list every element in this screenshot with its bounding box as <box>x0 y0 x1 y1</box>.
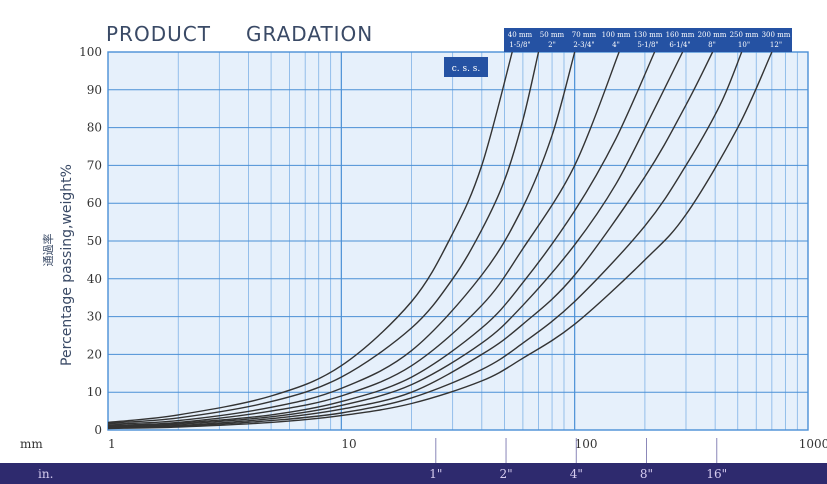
css-label: c. s. s. <box>452 64 481 74</box>
curve-label-mm: 130 mm <box>634 31 663 39</box>
x-tick-label: 1000 <box>799 437 827 451</box>
y-axis-label-cn: 通過率 <box>41 234 55 267</box>
y-tick-label: 60 <box>87 196 102 210</box>
curve-label-in: 12" <box>770 41 782 49</box>
curve-label-box: 40 mm 1-5/8" 50 mm 2" 70 mm 2-3/4" 100 mm 4" 130… <box>504 28 792 52</box>
curve-label-in: 4" <box>612 41 620 49</box>
y-tick-label: 70 <box>87 158 102 172</box>
y-axis-label: Percentage passing,weight% <box>59 164 75 366</box>
curve-label-in: 8" <box>708 41 716 49</box>
y-tick-label: 10 <box>87 385 102 399</box>
inch-tick-label: 1" <box>429 467 442 481</box>
curve-70mm <box>107 51 576 425</box>
curve-160mm <box>107 51 684 428</box>
curve-250mm <box>107 51 743 429</box>
curve-label-mm: 300 mm <box>762 31 791 39</box>
y-tick-label: 90 <box>87 83 102 97</box>
inch-tick-label: 2" <box>499 467 512 481</box>
curve-label-mm: 160 mm <box>666 31 695 39</box>
curve-series <box>107 51 773 430</box>
curve-label-in: 2-3/4" <box>573 41 594 49</box>
curve-label-mm: 70 mm <box>572 31 597 39</box>
curve-label-mm: 50 mm <box>540 31 565 39</box>
x-unit-in: in. <box>38 467 53 481</box>
curve-label-in: 6-1/4" <box>669 41 690 49</box>
curve-label-mm: 250 mm <box>730 31 759 39</box>
y-tick-label: 30 <box>87 310 102 324</box>
inch-tick-label: 8" <box>640 467 653 481</box>
grid-lines <box>107 51 809 431</box>
x-tick-label: 1 <box>108 437 116 451</box>
plot-border <box>107 51 809 431</box>
inch-tick-label: 16" <box>706 467 727 481</box>
x-tick-label: 100 <box>575 437 598 451</box>
y-tick-label: 50 <box>87 234 102 248</box>
curve-label-in: 10" <box>738 41 750 49</box>
y-tick-label: 40 <box>87 272 102 286</box>
inch-band: in. 1" 2" 4" 8" 16" <box>0 438 827 484</box>
y-axis-ticks: 0 10 20 30 40 50 60 70 80 90 100 <box>79 45 102 437</box>
chart-subtitle: GRADATION <box>246 22 373 46</box>
curve-label-box-bg <box>504 28 792 52</box>
y-tick-label: 0 <box>94 423 102 437</box>
y-tick-label: 80 <box>87 121 102 135</box>
inch-band-bg <box>0 463 827 484</box>
chart-title: PRODUCT <box>106 22 211 46</box>
curve-300mm <box>107 51 773 430</box>
x-axis-ticks: 1 10 100 1000 <box>108 437 827 451</box>
css-label-bg <box>444 57 488 77</box>
css-label-box: c. s. s. <box>444 57 488 77</box>
curve-label-mm: 40 mm <box>508 31 533 39</box>
curve-label-mm: 200 mm <box>698 31 727 39</box>
y-tick-label: 100 <box>79 45 102 59</box>
x-tick-label: 10 <box>341 437 356 451</box>
curve-40mm <box>107 51 513 424</box>
curve-200mm <box>107 51 714 429</box>
curve-100mm <box>107 51 620 427</box>
curve-50mm <box>107 51 540 424</box>
y-tick-label: 20 <box>87 347 102 361</box>
curve-130mm <box>107 51 656 427</box>
curve-label-in: 5-1/8" <box>637 41 658 49</box>
curve-label-in: 2" <box>548 41 556 49</box>
curve-label-in: 1-5/8" <box>509 41 530 49</box>
curve-label-mm: 100 mm <box>602 31 631 39</box>
x-unit-mm: mm <box>20 437 43 451</box>
inch-tick-label: 4" <box>570 467 583 481</box>
